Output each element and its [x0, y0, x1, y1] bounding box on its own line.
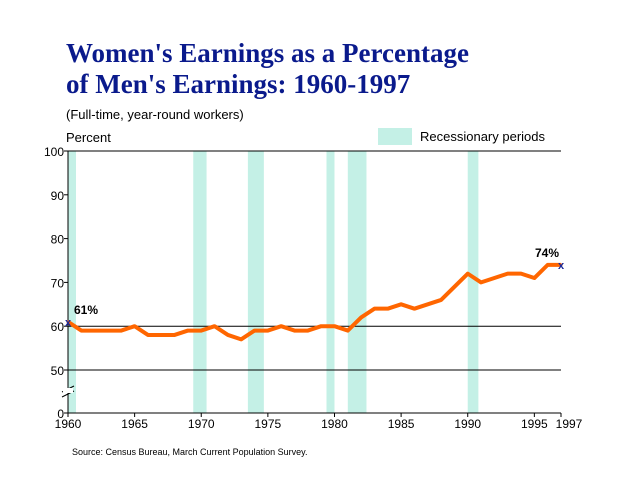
endpoint-marker-icon: x — [558, 260, 565, 272]
data-point — [346, 329, 350, 333]
y-tick-label: 70 — [51, 276, 65, 290]
recession-band — [347, 151, 367, 413]
data-point — [66, 320, 70, 324]
data-point — [186, 329, 190, 333]
data-point — [319, 324, 323, 328]
data-point — [532, 276, 536, 280]
source-note: Source: Census Bureau, March Current Pop… — [72, 447, 308, 457]
data-point — [159, 333, 163, 337]
recession-band — [326, 151, 335, 413]
data-point — [519, 272, 523, 276]
endpoint-marker-icon: x — [65, 317, 72, 329]
data-point — [452, 285, 456, 289]
data-point — [399, 302, 403, 306]
data-point — [173, 333, 177, 337]
chart-title: Women's Earnings as a Percentage of Men's… — [66, 38, 469, 100]
x-tick-label: 1975 — [255, 417, 282, 431]
recession-band — [193, 151, 207, 413]
data-point — [79, 329, 83, 333]
data-point — [439, 298, 443, 302]
data-point — [479, 280, 483, 284]
data-point — [106, 329, 110, 333]
y-tick-label: 100 — [44, 145, 64, 159]
recession-band — [68, 151, 76, 413]
chart-subtitle: (Full-time, year-round workers) — [66, 107, 244, 122]
x-tick-label: 1997 — [556, 417, 583, 431]
data-label: 74% — [535, 246, 559, 260]
data-point — [133, 324, 137, 328]
data-point — [466, 272, 470, 276]
data-point — [386, 307, 390, 311]
data-label: 61% — [74, 303, 98, 317]
data-point — [279, 324, 283, 328]
y-tick-label: 50 — [51, 364, 65, 378]
data-point — [506, 272, 510, 276]
axis-break-gap — [63, 388, 73, 393]
data-point — [559, 263, 563, 267]
data-point — [119, 329, 123, 333]
data-point — [199, 329, 203, 333]
legend-label: Recessionary periods — [420, 129, 546, 144]
y-tick-label: 0 — [57, 407, 64, 421]
title-line-1: Women's Earnings as a Percentage — [66, 38, 469, 68]
data-point — [492, 276, 496, 280]
data-point — [306, 329, 310, 333]
x-tick-label: 1990 — [454, 417, 481, 431]
data-point — [213, 324, 217, 328]
y-axis-label: Percent — [66, 130, 111, 145]
x-tick-label: 1980 — [321, 417, 348, 431]
data-point — [359, 315, 363, 319]
x-tick-label: 1970 — [188, 417, 215, 431]
data-point — [546, 263, 550, 267]
data-point — [253, 329, 257, 333]
data-point — [372, 307, 376, 311]
recession-band — [467, 151, 479, 413]
data-point — [293, 329, 297, 333]
data-point — [332, 324, 336, 328]
recession-band — [247, 151, 264, 413]
legend: Recessionary periods — [378, 128, 545, 145]
x-tick-label: 1965 — [121, 417, 148, 431]
data-point — [266, 329, 270, 333]
y-tick-label: 80 — [51, 233, 65, 247]
x-tick-label: 1985 — [388, 417, 415, 431]
data-point — [426, 302, 430, 306]
y-tick-label: 90 — [51, 189, 65, 203]
data-point — [226, 333, 230, 337]
x-tick-label: 1960 — [55, 417, 82, 431]
legend-swatch-recession — [378, 128, 412, 145]
series-line — [66, 262, 561, 342]
x-tick-label: 1995 — [521, 417, 548, 431]
data-point — [93, 329, 97, 333]
data-point — [412, 307, 416, 311]
data-point — [146, 333, 150, 337]
title-line-2: of Men's Earnings: 1960-1997 — [66, 69, 411, 99]
y-tick-label: 60 — [51, 320, 65, 334]
data-point — [239, 337, 243, 341]
